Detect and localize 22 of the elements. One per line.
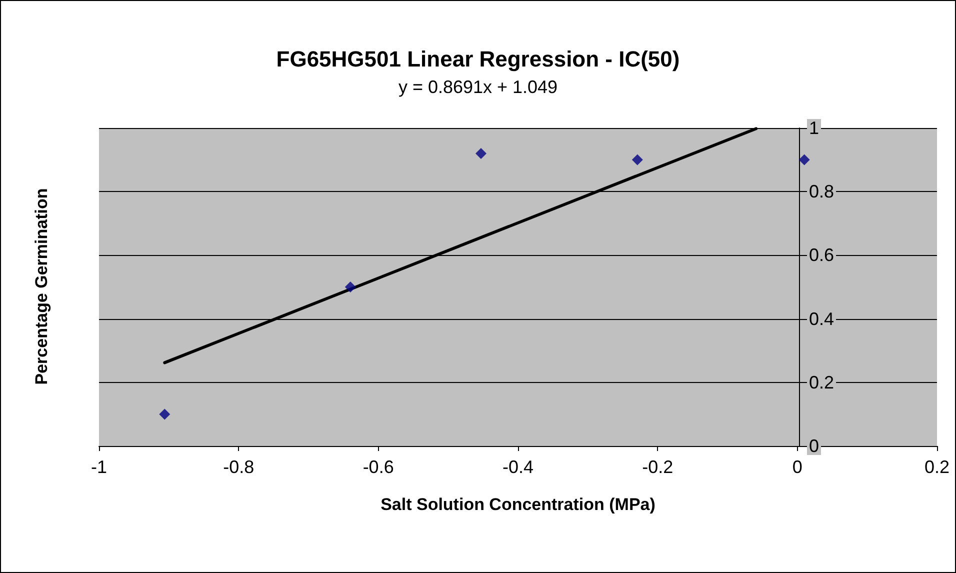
x-tick-label: 0 bbox=[792, 457, 802, 477]
x-tick-label: -0.8 bbox=[223, 457, 254, 477]
point bbox=[475, 148, 486, 159]
chart-subtitle: y = 0.8691x + 1.049 bbox=[398, 77, 558, 97]
x-tick-label: -1 bbox=[90, 457, 108, 477]
y-axis-title: Percentage Germination bbox=[32, 188, 51, 385]
y-tick-label: 0.6 bbox=[809, 245, 834, 266]
x-tick-label: -0.2 bbox=[642, 457, 674, 477]
x-tick-label: -0.6 bbox=[362, 457, 394, 477]
x-axis-title: Salt Solution Concentration (MPa) bbox=[380, 495, 656, 514]
y-tick-label: 1 bbox=[809, 118, 820, 138]
point bbox=[159, 408, 170, 420]
point bbox=[344, 282, 356, 292]
y-tick-label: 0.8 bbox=[809, 182, 834, 202]
x-tick-label: -0.4 bbox=[502, 457, 534, 477]
point bbox=[798, 154, 810, 166]
y-tick-label: 0.4 bbox=[809, 308, 834, 329]
chart-title: FG65HG501 Linear Regression - IC(50) bbox=[276, 46, 680, 72]
x-tick-label: 0.2 bbox=[924, 457, 950, 477]
y-tick-label: 0 bbox=[809, 436, 820, 456]
y-tick-label: 0.2 bbox=[809, 372, 834, 392]
point bbox=[632, 154, 643, 166]
